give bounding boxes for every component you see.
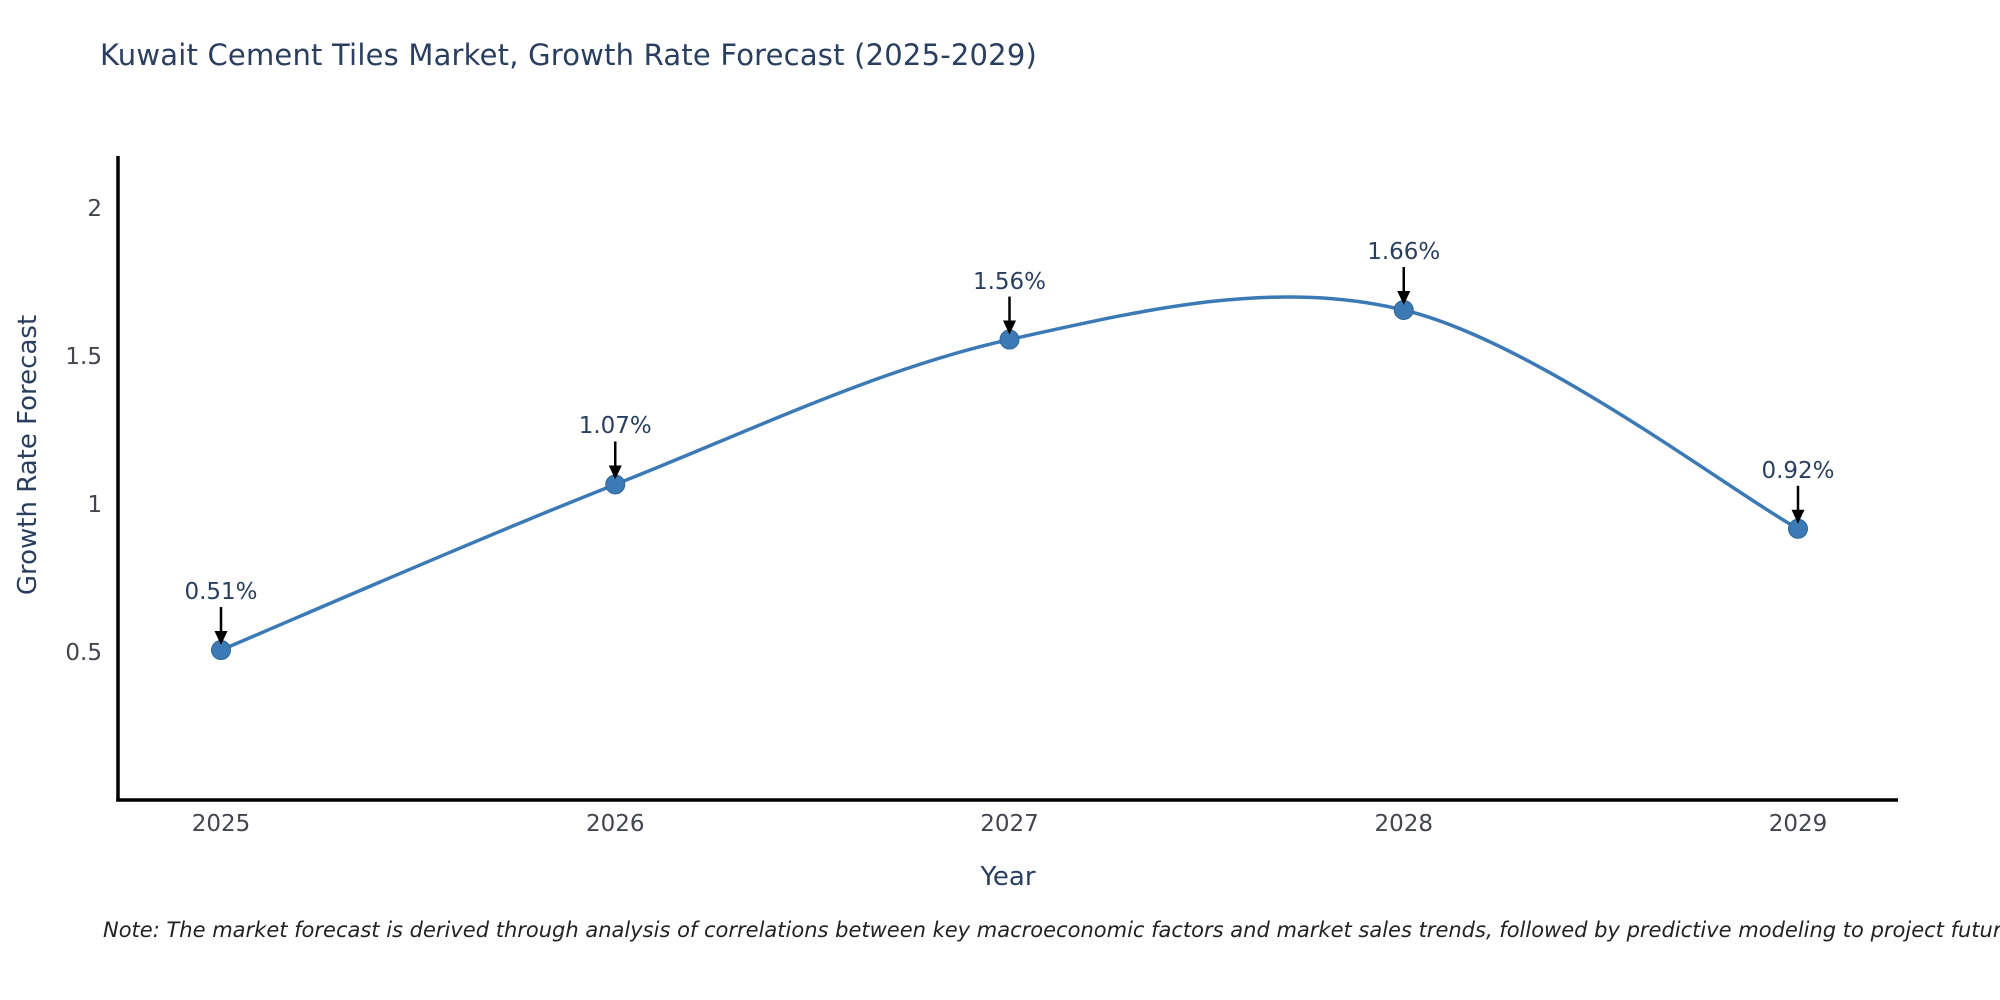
y-tick-1.5: 1.5	[65, 344, 102, 371]
x-tick-2027: 2027	[980, 811, 1039, 837]
annotation-arrow-head-2025	[214, 631, 228, 646]
point-label-2028: 1.66%	[1367, 238, 1441, 265]
annotation-arrow-head-2028	[1397, 290, 1411, 305]
y-tick-0.5: 0.5	[65, 640, 102, 666]
y-tick-2: 2	[87, 196, 102, 223]
annotation-arrow-head-2029	[1791, 509, 1805, 524]
footnote: Note: The market forecast is derived thr…	[103, 918, 2000, 942]
chart-title: Kuwait Cement Tiles Market, Growth Rate …	[100, 38, 1037, 72]
annotation-arrow-head-2027	[1003, 320, 1016, 335]
x-tick-2028: 2028	[1374, 811, 1434, 837]
annotation-arrow-head-2026	[608, 465, 622, 480]
point-label-2027: 1.56%	[972, 268, 1047, 295]
x-tick-2025: 2025	[191, 811, 251, 837]
annotation-arrows	[214, 266, 1805, 646]
point-label-2029: 0.92%	[1761, 457, 1835, 484]
x-tick-2029: 2029	[1768, 811, 1828, 837]
point-label-2026: 1.07%	[578, 413, 652, 440]
point-label-2025: 0.51%	[184, 579, 258, 606]
series-line	[220, 295, 1799, 652]
y-tick-1: 1	[87, 492, 102, 519]
x-tick-2026: 2026	[585, 811, 645, 837]
x-axis-title: Year	[980, 862, 1036, 892]
line-series	[211, 295, 1808, 661]
